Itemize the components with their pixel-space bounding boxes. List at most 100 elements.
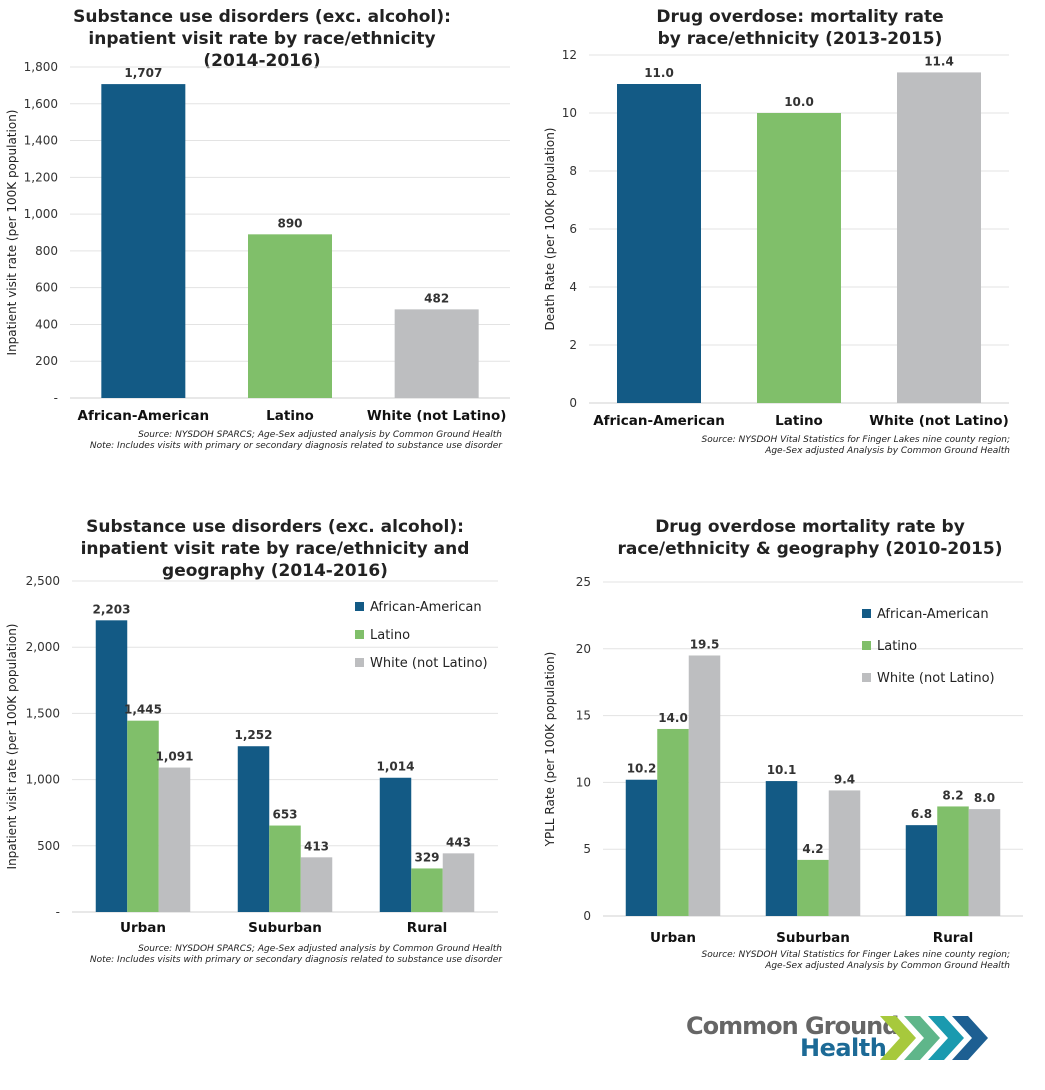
y-tick-label: 10 (576, 775, 591, 789)
bar (757, 113, 841, 403)
legend-label: African-American (370, 600, 482, 615)
y-tick-label: 200 (35, 354, 58, 368)
y-tick-label: 20 (576, 642, 591, 656)
x-category-label: Latino (266, 408, 314, 424)
source-note: Note: Includes visits with primary or se… (90, 955, 503, 965)
data-label: 653 (272, 808, 297, 822)
data-label: 8.2 (942, 788, 963, 802)
bar (657, 728, 689, 916)
chart-title: geography (2014-2016) (162, 561, 388, 581)
x-category-label: Rural (407, 920, 447, 936)
bar (237, 746, 270, 912)
chart-1: Substance use disorders (exc. alcohol):i… (5, 7, 510, 451)
source-note: Note: Includes visits with primary or se… (90, 441, 503, 451)
source-note: Source: NYSDOH SPARCS; Age-Sex adjusted … (138, 944, 502, 954)
y-tick-label: 1,800 (24, 60, 58, 74)
legend-swatch (355, 602, 364, 611)
x-category-label: White (not Latino) (367, 408, 507, 424)
x-category-label: African-American (78, 408, 210, 424)
y-tick-label: 2,000 (26, 640, 60, 654)
y-tick-label: 2 (569, 338, 577, 352)
y-tick-label: 8 (569, 164, 577, 178)
chart-title: race/ethnicity & geography (2010-2015) (617, 539, 1002, 559)
data-label: 329 (414, 850, 439, 864)
bar (765, 781, 798, 916)
y-tick-label: 10 (562, 106, 577, 120)
data-label: 1,014 (377, 760, 415, 774)
source-note: Source: NYSDOH SPARCS; Age-Sex adjusted … (138, 430, 502, 440)
chart-title: by race/ethnicity (2013-2015) (658, 29, 943, 49)
y-tick-label: - (56, 905, 60, 919)
chart-title: inpatient visit rate by race/ethnicity a… (81, 539, 470, 559)
bar (379, 777, 412, 912)
legend-swatch (862, 609, 871, 618)
y-tick-label: 1,000 (26, 773, 60, 787)
source-note: Age-Sex adjusted Analysis by Common Grou… (764, 961, 1010, 971)
y-tick-label: 400 (35, 317, 58, 331)
data-label: 1,091 (156, 750, 194, 764)
y-tick-label: 1,200 (24, 170, 58, 184)
bar (625, 779, 658, 916)
chevrons-icon (880, 1016, 988, 1060)
y-tick-label: 4 (569, 280, 577, 294)
y-tick-label: 25 (576, 575, 591, 589)
y-tick-label: 0 (583, 909, 591, 923)
bar (158, 767, 191, 912)
logo-text-line2: Health (800, 1034, 887, 1062)
legend-swatch (355, 630, 364, 639)
chart-title: Substance use disorders (exc. alcohol): (86, 517, 464, 537)
data-label: 413 (304, 839, 329, 853)
source-note: Source: NYSDOH Vital Statistics for Fing… (702, 435, 1011, 445)
data-label: 10.1 (767, 763, 797, 777)
data-label: 11.0 (644, 66, 674, 80)
source-note: Age-Sex adjusted Analysis by Common Grou… (764, 446, 1010, 456)
y-tick-label: 1,600 (24, 97, 58, 111)
x-category-label: African-American (593, 413, 725, 429)
legend-label: White (not Latino) (370, 656, 488, 671)
chart-4: Drug overdose mortality rate byrace/ethn… (543, 517, 1023, 971)
y-axis-label: YPLL Rate (per 100K population) (543, 652, 557, 848)
bar (101, 84, 186, 398)
bar (905, 825, 938, 916)
x-category-label: Urban (650, 930, 696, 946)
data-label: 19.5 (690, 637, 720, 651)
data-label: 10.0 (784, 95, 814, 109)
bar (127, 720, 159, 912)
y-tick-label: 1,400 (24, 134, 58, 148)
x-category-label: Suburban (776, 930, 850, 946)
y-tick-label: 6 (569, 222, 577, 236)
data-label: 14.0 (658, 711, 688, 725)
data-label: 482 (424, 291, 449, 305)
x-category-label: Rural (933, 930, 973, 946)
chart-title: Substance use disorders (exc. alcohol): (73, 7, 451, 27)
data-label: 8.0 (974, 791, 995, 805)
data-label: 890 (277, 216, 302, 230)
bar (968, 809, 1001, 916)
x-category-label: White (not Latino) (869, 413, 1009, 429)
data-label: 4.2 (802, 842, 823, 856)
logo-text-line1: Common Ground (686, 1012, 899, 1040)
data-label: 6.8 (911, 807, 932, 821)
legend-label: Latino (370, 628, 410, 643)
chart-title: inpatient visit rate by race/ethnicity (88, 29, 435, 49)
bar (95, 620, 128, 912)
legend-swatch (355, 658, 364, 667)
bar (897, 72, 981, 404)
x-category-label: Latino (775, 413, 823, 429)
chart-title: Drug overdose mortality rate by (655, 517, 965, 537)
bar (442, 853, 475, 912)
y-axis-label: Inpatient visit rate (per 100K populatio… (5, 110, 19, 356)
y-tick-label: 15 (576, 709, 591, 723)
legend-label: Latino (877, 639, 917, 654)
y-tick-label: 0 (569, 396, 577, 410)
bar (828, 790, 861, 916)
x-category-label: Suburban (248, 920, 322, 936)
y-tick-label: 5 (583, 842, 591, 856)
source-note: Source: NYSDOH Vital Statistics for Fing… (702, 950, 1011, 960)
chart-title: (2014-2016) (203, 51, 320, 71)
bar (688, 655, 721, 916)
y-axis-label: Death Rate (per 100K population) (543, 128, 557, 331)
